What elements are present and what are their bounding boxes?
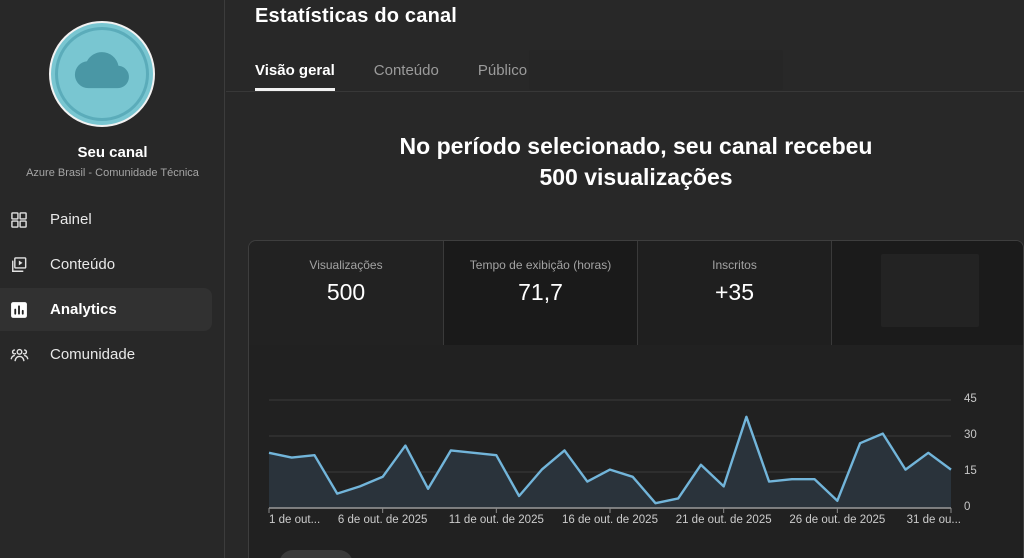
summary-heading: No período selecionado, seu canal recebe… — [248, 131, 1024, 193]
channel-avatar[interactable] — [49, 21, 155, 127]
sidebar-item-label: Painel — [50, 211, 92, 228]
x-axis-tick-label: 21 de out. de 2025 — [675, 514, 772, 526]
metric-card-redacted[interactable] — [831, 241, 1023, 345]
sidebar-item-label: Analytics — [50, 301, 117, 318]
redaction-box-tabs — [529, 50, 783, 90]
community-icon — [8, 344, 30, 366]
sidebar-item-label: Conteúdo — [50, 256, 116, 273]
sidebar-item-painel[interactable]: Painel — [0, 197, 225, 242]
sidebar-nav: Painel Conteúdo Analytics — [0, 197, 225, 377]
x-axis-tick-label: 1 de out... — [269, 514, 321, 526]
analytics-panel: Visualizações 500 Tempo de exibição (hor… — [248, 240, 1024, 558]
x-axis-labels: 1 de out... 6 de out. de 2025 11 de out. d… — [249, 514, 1023, 530]
metric-card-label: Visualizações — [309, 258, 383, 272]
metric-card-value: 71,7 — [518, 279, 563, 305]
content-icon — [8, 254, 30, 276]
see-more-button[interactable] — [279, 550, 353, 558]
dashboard-icon — [8, 209, 30, 231]
metric-card-inscritos[interactable]: Inscritos +35 — [637, 241, 831, 345]
sidebar-item-conteudo[interactable]: Conteúdo — [0, 242, 225, 287]
summary-line1: No período selecionado, seu canal recebe… — [399, 133, 873, 159]
metric-card-label: Inscritos — [712, 258, 757, 272]
x-axis-tick-label: 6 de out. de 2025 — [337, 514, 428, 526]
sidebar-item-label: Comunidade — [50, 346, 136, 363]
channel-name: Seu canal — [77, 144, 148, 161]
tab-visao-geral[interactable]: Visão geral — [255, 62, 335, 91]
page-title: Estatísticas do canal — [255, 5, 458, 27]
metric-cards-row: Visualizações 500 Tempo de exibição (hor… — [249, 241, 1023, 345]
tab-conteudo[interactable]: Conteúdo — [373, 62, 439, 79]
analytics-icon — [8, 299, 30, 321]
tab-bar: Visão geral Conteúdo Público — [255, 62, 527, 91]
x-axis-tick-label: 11 de out. de 2025 — [448, 514, 544, 526]
redaction-box-card — [881, 254, 979, 327]
sidebar-item-comunidade[interactable]: Comunidade — [0, 332, 225, 377]
y-axis-tick-label: 0 — [964, 501, 971, 513]
metric-card-tempo-exibicao[interactable]: Tempo de exibição (horas) 71,7 — [443, 241, 637, 345]
metric-card-value: 500 — [326, 279, 366, 305]
summary-line2: 500 visualizações — [539, 164, 733, 190]
metric-card-visualizacoes[interactable]: Visualizações 500 — [249, 241, 443, 345]
cloud-icon — [72, 42, 132, 107]
x-axis-tick-label: 26 de out. de 2025 — [789, 514, 886, 526]
channel-subtitle: Azure Brasil - Comunidade Técnica — [26, 167, 199, 179]
metric-card-value: +35 — [714, 279, 754, 305]
tab-bar-divider — [226, 91, 1024, 92]
tab-publico[interactable]: Público — [477, 62, 528, 79]
y-axis-tick-label: 30 — [964, 429, 977, 441]
x-axis-tick-label: 31 de ou... — [906, 514, 961, 526]
x-axis-tick-label: 16 de out. de 2025 — [562, 514, 658, 526]
metric-card-label: Tempo de exibição (horas) — [469, 258, 612, 272]
y-axis-tick-label: 45 — [964, 393, 977, 405]
sidebar: Seu canal Azure Brasil - Comunidade Técn… — [0, 0, 225, 558]
sidebar-item-analytics[interactable]: Analytics — [0, 288, 212, 331]
views-line-chart — [268, 399, 952, 513]
y-axis-tick-label: 15 — [964, 465, 977, 477]
